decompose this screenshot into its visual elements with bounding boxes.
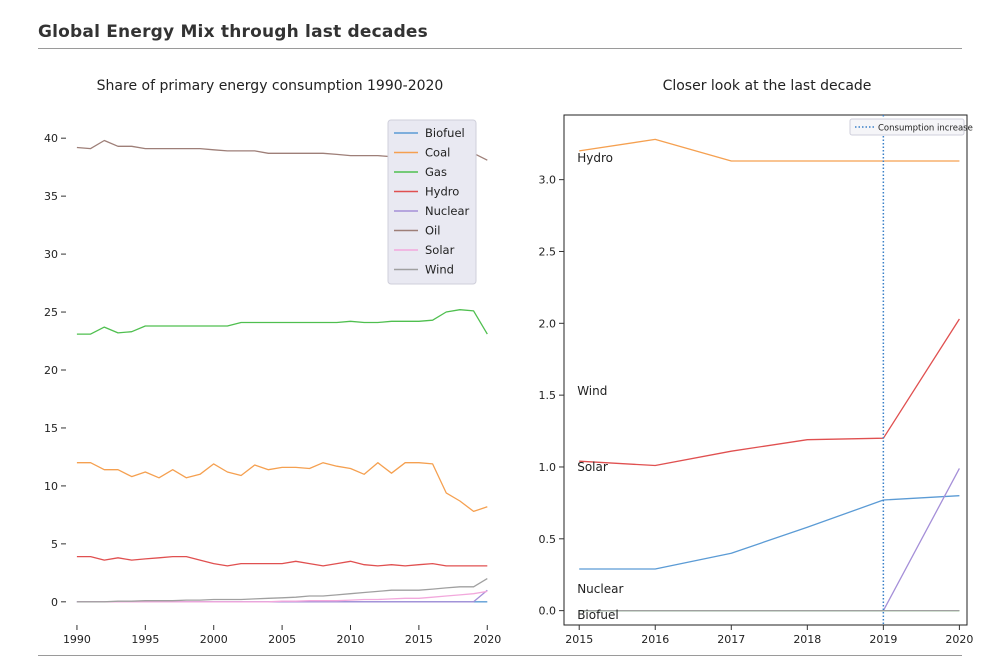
title-divider — [38, 48, 962, 49]
chart-2-series — [579, 115, 960, 625]
c1-ytick-label-0: 0 — [51, 596, 58, 609]
chart-2-legend-box — [849, 118, 965, 136]
c2-line-hydro — [579, 318, 960, 467]
c1-ytick-label-4: 20 — [44, 364, 58, 377]
c1-xtick-label-2010: 2010 — [336, 633, 364, 646]
chart-1-legend-label-oil: Oil — [425, 224, 440, 238]
c1-xtick-label-2020: 2020 — [473, 633, 501, 646]
chart-1-legend-label-nuclear: Nuclear — [425, 204, 470, 218]
c2-ytick-label-3: 1.5 — [539, 389, 557, 402]
chart-1-series — [76, 139, 488, 603]
c2-line-coal — [579, 138, 960, 162]
c2-ytick-label-2: 1.0 — [539, 461, 557, 474]
page-title: Global Energy Mix through last decades — [38, 22, 428, 42]
c1-xtick-label-1990: 1990 — [63, 633, 91, 646]
c1-line-gas — [76, 309, 488, 335]
c2-xtick-label-2016: 2016 — [641, 633, 669, 646]
c1-xtick-label-2000: 2000 — [200, 633, 228, 646]
chart-2-legend-label: Consumption increase — [878, 124, 973, 134]
c2-annotation-biofuel: Biofuel — [577, 608, 618, 622]
c2-xtick-label-2015: 2015 — [565, 633, 593, 646]
chart-1-title: Share of primary energy consumption 1990… — [97, 78, 444, 94]
c2-xtick-label-2020: 2020 — [945, 633, 973, 646]
c2-ytick-label-1: 0.5 — [539, 533, 557, 546]
c1-ytick-label-5: 25 — [44, 306, 58, 319]
c1-ytick-label-6: 30 — [44, 248, 58, 261]
c1-ytick-label-3: 15 — [44, 422, 58, 435]
c1-line-solar — [76, 590, 488, 603]
chart-2-title: Closer look at the last decade — [663, 78, 872, 94]
chart-1-legend-label-solar: Solar — [425, 243, 455, 257]
chart-1-legend-label-coal: Coal — [425, 146, 450, 160]
c1-line-hydro — [76, 555, 488, 567]
chart-2-axes: 2015 2016 2017 2018 2019 2020 0.0 0.5 1.0 1.5 2.0 2… — [539, 114, 973, 646]
c1-ytick-label-1: 5 — [51, 538, 58, 551]
c1-ytick-label-7: 35 — [44, 190, 58, 203]
chart-2-legend: Consumption increase — [849, 118, 973, 136]
c1-xtick-label-2015: 2015 — [405, 633, 433, 646]
c2-xtick-label-2018: 2018 — [793, 633, 821, 646]
c2-xtick-label-2019: 2019 — [869, 633, 897, 646]
chart-1-legend-label-hydro: Hydro — [425, 185, 459, 199]
c1-xtick-label-1995: 1995 — [131, 633, 159, 646]
c2-annotation-hydro: Hydro — [577, 151, 613, 165]
c1-ytick-label-8: 40 — [44, 132, 58, 145]
c2-ytick-label-4: 2.0 — [539, 317, 557, 330]
c1-xtick-label-2005: 2005 — [268, 633, 296, 646]
c2-ytick-label-6: 3.0 — [539, 174, 557, 187]
bottom-divider — [38, 655, 962, 656]
c2-line-biofuel — [579, 495, 960, 570]
chart-1-legend-box — [387, 119, 477, 285]
c2-line-nuclear — [579, 468, 960, 612]
c2-annotation-wind: Wind — [577, 384, 607, 398]
c2-xtick-label-2017: 2017 — [717, 633, 745, 646]
c2-annotation-solar: Solar — [577, 460, 608, 474]
chart-2-annotations: Hydro Wind Solar Nuclear Biofuel — [577, 151, 623, 622]
c2-frame — [563, 114, 968, 626]
c1-line-wind — [76, 578, 488, 603]
chart-1-axes: 1990 1995 2000 2005 2010 2015 2020 0 5 10 15 20 25 30… — [44, 132, 501, 646]
chart-1-legend: Biofuel Coal Gas Hydro Nuclear Oil Solar Wind — [387, 119, 477, 285]
c2-ytick-label-5: 2.5 — [539, 245, 557, 258]
c2-annotation-nuclear: Nuclear — [577, 582, 623, 596]
c1-ytick-label-2: 10 — [44, 480, 58, 493]
c1-line-nuclear — [76, 589, 488, 603]
chart-1-legend-label-wind: Wind — [425, 263, 454, 277]
c1-line-coal — [76, 462, 488, 513]
chart-1-legend-label-gas: Gas — [425, 165, 447, 179]
chart-1-legend-label-biofuel: Biofuel — [425, 126, 465, 140]
c2-ytick-label-0: 0.0 — [539, 605, 557, 618]
